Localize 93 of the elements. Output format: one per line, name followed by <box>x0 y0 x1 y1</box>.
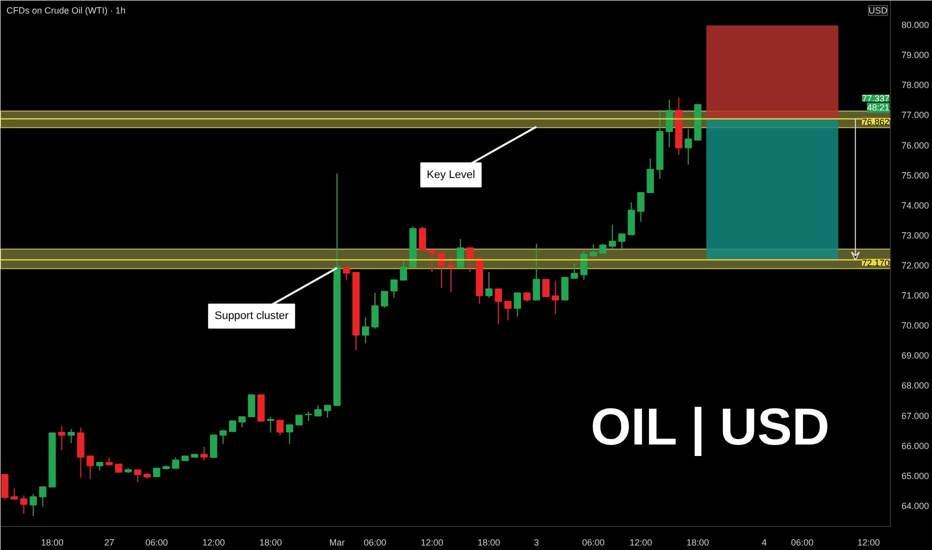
annotation: 77.337 <box>862 94 890 104</box>
y-tick-label: 71.000 <box>902 290 930 301</box>
candlestick <box>608 224 616 250</box>
candlestick <box>532 243 540 300</box>
annotation: Key Level <box>426 168 476 181</box>
candlestick <box>134 469 142 483</box>
candlestick <box>514 292 521 318</box>
annotation: OIL | USD <box>590 398 830 456</box>
text: CFDs on Crude Oil (WTI) · 1h <box>6 6 126 16</box>
candlestick <box>400 260 408 281</box>
candlestick <box>210 434 218 458</box>
y-tick-label: 64.000 <box>902 500 930 511</box>
candlestick <box>552 280 559 314</box>
candlestick <box>276 420 284 436</box>
y-tick-label: 79.000 <box>902 50 930 60</box>
candlestick <box>618 234 626 250</box>
y-tick-label: 65.000 <box>902 470 930 481</box>
y-tick-label: 67.000 <box>902 410 930 421</box>
candlestick <box>485 271 493 298</box>
candlestick <box>200 446 208 461</box>
x-tick-label: 3 <box>534 538 539 548</box>
x-tick-label: 12:00 <box>202 538 225 548</box>
y-tick-label: 74.000 <box>902 200 930 210</box>
y-tick-label: 75.000 <box>902 170 930 180</box>
candlestick <box>456 238 464 268</box>
candlestick <box>1 474 8 500</box>
candlestick <box>248 394 256 418</box>
candlestick <box>172 456 180 469</box>
y-tick-label: 70.000 <box>902 320 930 331</box>
candlestick <box>666 99 673 148</box>
ref-line-label: 72.170 <box>862 258 890 268</box>
candlestick <box>229 420 236 432</box>
candlestick <box>380 290 388 308</box>
x-tick-label: 18:00 <box>478 538 500 548</box>
x-tick-label: 06:00 <box>364 538 386 548</box>
x-tick-label: 12:00 <box>630 538 652 548</box>
x-tick-label: 06:00 <box>790 538 814 548</box>
candlestick <box>418 226 426 251</box>
candlestick <box>362 316 370 344</box>
candlestick <box>570 262 578 279</box>
candlestick <box>637 192 644 222</box>
y-tick-label: 77.000 <box>902 110 930 120</box>
candlestick <box>220 429 227 444</box>
candlestick <box>286 424 294 444</box>
y-tick-label: 76.000 <box>902 140 930 150</box>
candlestick <box>267 416 274 433</box>
x-tick-label: 27 <box>104 538 114 548</box>
y-tick-label: 73.000 <box>902 230 930 240</box>
candlestick <box>324 404 332 418</box>
candlestick <box>599 243 606 254</box>
candlestick <box>561 276 568 301</box>
candlestick <box>494 288 502 324</box>
candlestick <box>295 414 303 426</box>
y-tick-label: 66.000 <box>902 440 930 451</box>
x-tick-label: 18:00 <box>686 538 710 548</box>
annotation: 48:21 <box>866 102 890 113</box>
candlestick <box>86 456 94 480</box>
x-tick-label: Mar <box>329 538 345 548</box>
candlestick <box>342 266 350 281</box>
x-tick-label: 18:00 <box>259 538 282 548</box>
candlestick <box>580 250 588 281</box>
candlestick <box>390 280 398 298</box>
candlestick <box>371 292 379 330</box>
y-tick-label: 69.000 <box>902 350 930 361</box>
candlestick <box>542 278 550 298</box>
y-tick-label: 72.000 <box>902 260 930 271</box>
x-tick-label: 18:00 <box>40 538 64 548</box>
ref-line-label: 76.862 <box>862 116 890 127</box>
candlestick <box>447 256 455 293</box>
annotation: Support cluster <box>214 310 289 322</box>
candlestick <box>504 300 512 321</box>
y-tick-label: 68.000 <box>902 380 930 391</box>
candlestick <box>590 244 597 258</box>
candlestick <box>39 486 46 507</box>
y-axis-title: USD <box>868 6 888 16</box>
candlestick <box>314 404 322 416</box>
candlestick <box>68 428 75 444</box>
candlestick <box>438 252 446 288</box>
candlestick <box>58 425 66 451</box>
candlestick <box>646 158 654 194</box>
candlestick <box>238 416 246 428</box>
x-tick-label: 06:00 <box>582 538 605 548</box>
x-tick-label: 12:00 <box>857 538 880 548</box>
candlestick <box>684 128 692 166</box>
x-tick-label: 06:00 <box>145 538 168 548</box>
y-tick-label: 80.000 <box>902 20 930 30</box>
y-tick-label: 78.000 <box>902 80 930 90</box>
x-tick-label: 12:00 <box>420 538 444 548</box>
candlestick <box>466 247 474 272</box>
candlestick <box>20 495 28 514</box>
candlestick <box>30 494 37 516</box>
x-tick-label: 4 <box>762 538 767 548</box>
candlestick <box>428 250 436 272</box>
